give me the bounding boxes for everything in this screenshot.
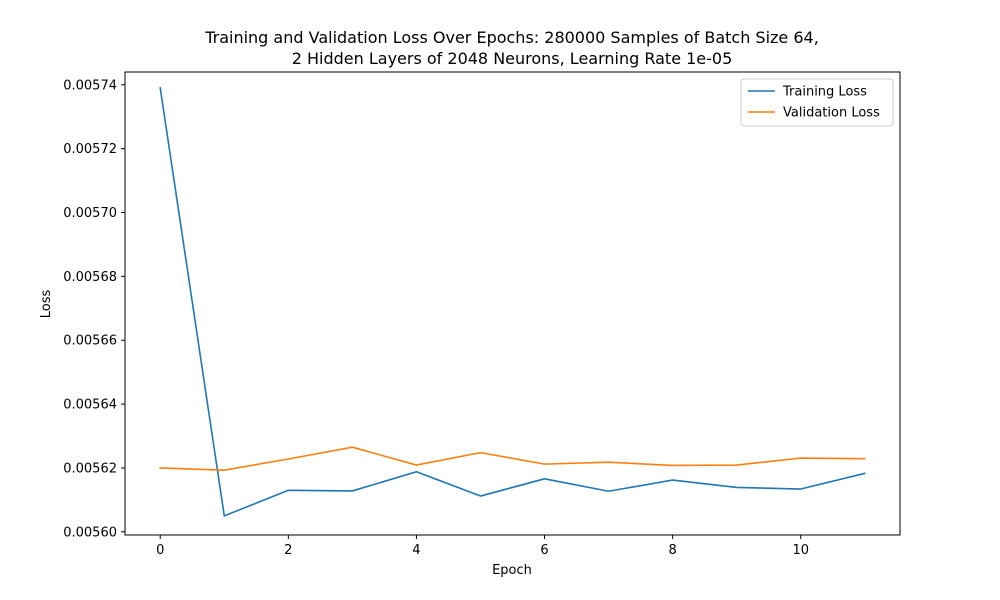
y-tick-label: 0.00562 [63, 461, 117, 476]
x-tick-label: 2 [284, 543, 292, 558]
plot-area [159, 87, 866, 517]
x-tick-label: 0 [156, 543, 164, 558]
x-axis-label: Epoch [492, 563, 532, 578]
y-tick-label: 0.00572 [63, 142, 117, 157]
x-tick-label: 4 [412, 543, 420, 558]
x-tick-label: 6 [540, 543, 548, 558]
y-tick-label: 0.00560 [63, 525, 117, 540]
y-axis: 0.00560 0.00562 0.00564 0.00566 0.00568 0.005… [63, 78, 125, 540]
series-line-training-loss [159, 87, 866, 517]
y-axis-label: Loss [39, 290, 54, 319]
legend: Training Loss Validation Loss [740, 78, 894, 127]
axes-frame [124, 71, 901, 536]
y-tick-label: 0.00570 [63, 206, 117, 221]
y-tick-label: 0.00568 [63, 270, 117, 285]
x-tick-label: 8 [668, 543, 676, 558]
chart-title-line-2: 2 Hidden Layers of 2048 Neurons, Learnin… [292, 49, 733, 68]
y-tick-label: 0.00574 [63, 78, 117, 93]
legend-label: Validation Loss [783, 106, 880, 121]
x-axis: 0 2 4 6 8 10 [156, 535, 809, 558]
y-tick-label: 0.00566 [63, 334, 117, 349]
series-line-validation-loss [159, 446, 866, 471]
x-tick-label: 10 [792, 543, 809, 558]
chart-title-line-1: Training and Validation Loss Over Epochs… [204, 28, 819, 47]
legend-label: Training Loss [782, 85, 867, 100]
y-tick-label: 0.00564 [63, 398, 117, 413]
legend-box [740, 78, 894, 127]
